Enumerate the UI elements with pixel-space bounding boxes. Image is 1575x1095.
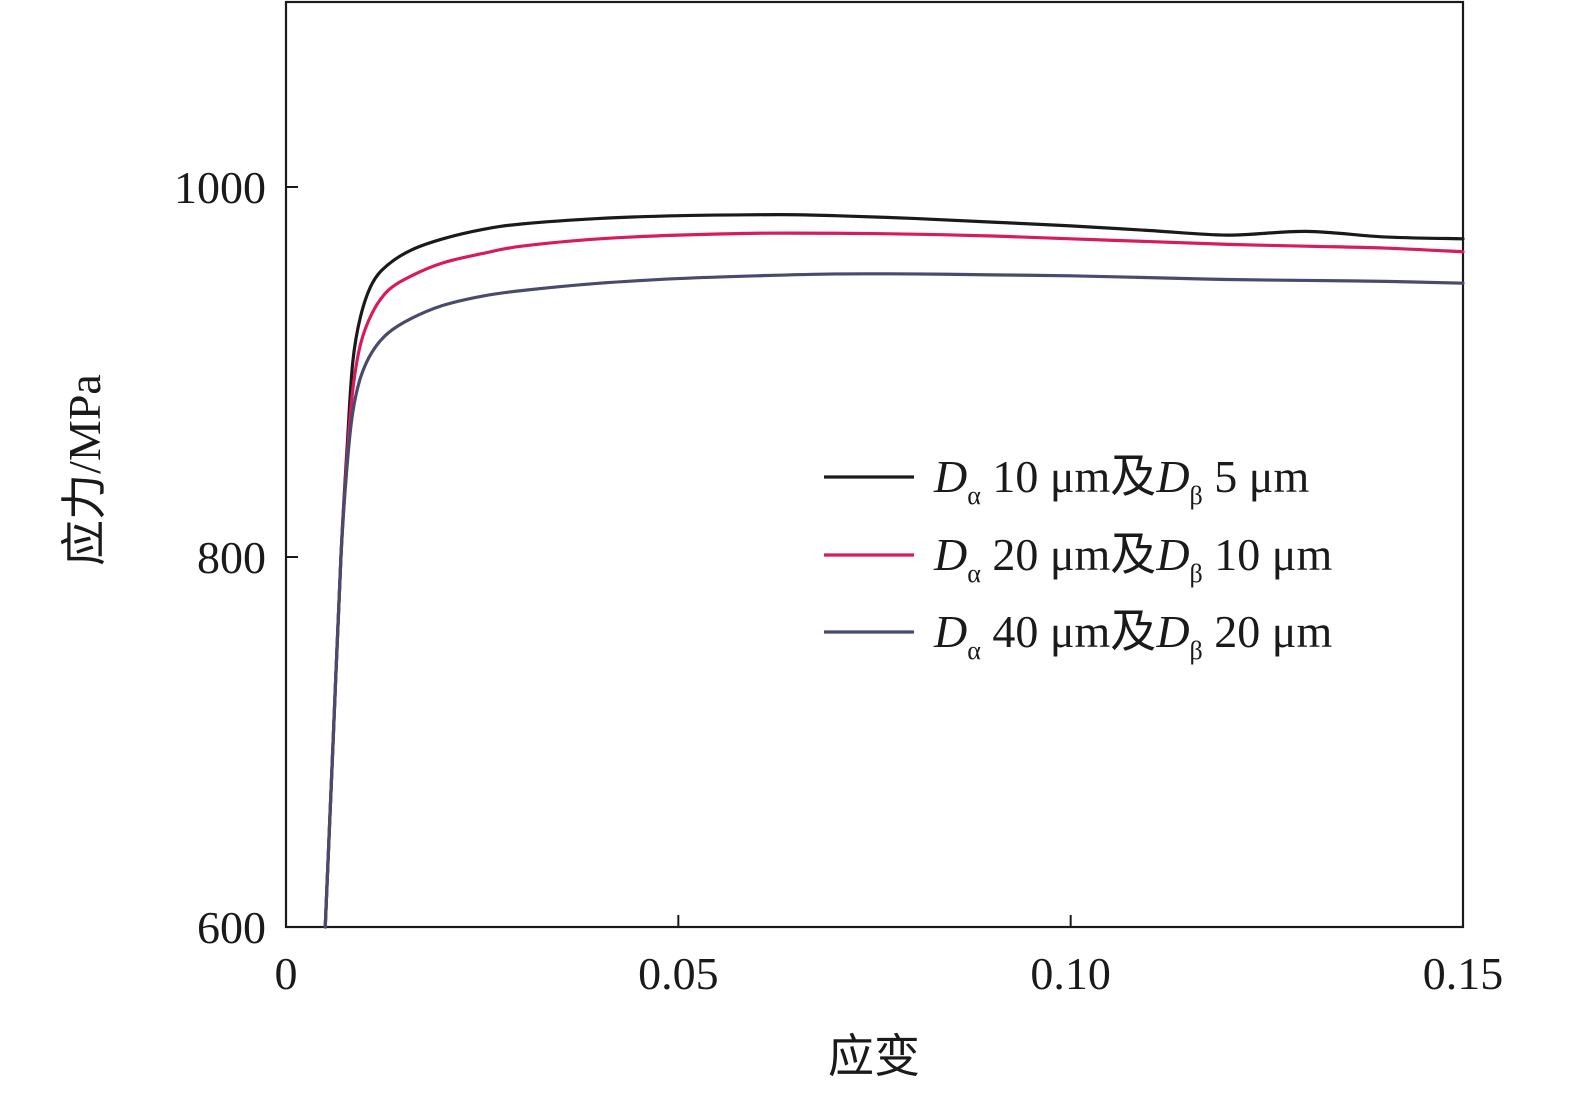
x-axis-title: 应变 — [828, 1031, 920, 1082]
x-tick-label: 0.10 — [1030, 948, 1111, 999]
legend-d2: D — [1155, 451, 1189, 502]
legend-s2: β — [1190, 636, 1203, 665]
legend-label: Dα 20 μm及Dβ 10 μm — [933, 529, 1332, 588]
legend-tail: 10 μm — [1203, 529, 1333, 580]
legend-d1: D — [933, 606, 967, 657]
legend-d2: D — [1155, 529, 1189, 580]
legend-d1: D — [933, 529, 967, 580]
legend-s1: α — [967, 559, 981, 588]
series-line-2 — [323, 231, 1465, 929]
y-tick-label: 800 — [197, 532, 266, 583]
legend-mid: 10 μm及 — [981, 451, 1156, 502]
legend-s2: β — [1190, 559, 1203, 588]
legend-mid: 20 μm及 — [981, 529, 1156, 580]
y-axis-ticks: 600 800 1000 — [174, 162, 298, 953]
legend-d2: D — [1155, 606, 1189, 657]
y-tick-label: 600 — [197, 902, 266, 953]
legend-s1: α — [967, 636, 981, 665]
x-tick-label: 0 — [275, 948, 298, 999]
legend-tail: 5 μm — [1203, 451, 1310, 502]
legend-s2: β — [1190, 481, 1203, 510]
legend-tail: 20 μm — [1203, 606, 1333, 657]
legend-d1: D — [933, 451, 967, 502]
y-axis-title: 应力/MPa — [59, 374, 110, 566]
x-tick-label: 0.05 — [638, 948, 719, 999]
y-tick-label: 1000 — [174, 162, 266, 213]
series-lines — [323, 213, 1465, 929]
plot-frame — [284, 0, 1465, 929]
legend-label: Dα 40 μm及Dβ 20 μm — [933, 606, 1332, 665]
series-line-3 — [323, 272, 1465, 929]
legend-mid: 40 μm及 — [981, 606, 1156, 657]
legend-label: Dα 10 μm及Dβ 5 μm — [933, 451, 1309, 510]
x-tick-label: 0.15 — [1423, 948, 1504, 999]
legend-s1: α — [967, 481, 981, 510]
x-axis-ticks: 0 0.05 0.10 0.15 — [275, 915, 1504, 999]
